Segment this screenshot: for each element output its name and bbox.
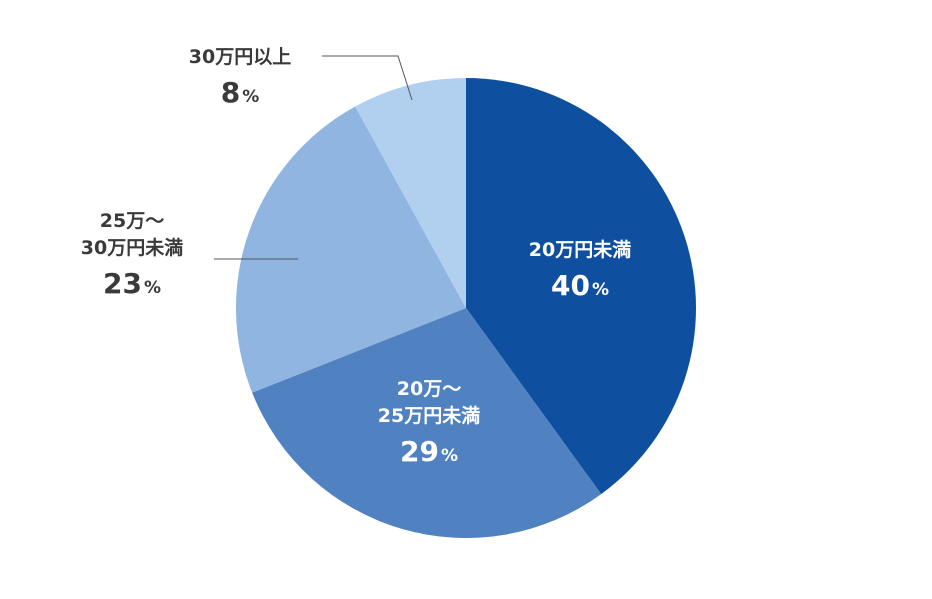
slice-label-3: 25万～ 30万円未満 23% xyxy=(81,210,183,300)
slice-value: 40% xyxy=(551,269,609,302)
slice-name-line: 30万円以上 xyxy=(189,46,291,68)
slice-value: 23% xyxy=(103,267,161,300)
slice-name-line: 30万円未満 xyxy=(81,236,183,259)
pie-slices xyxy=(236,78,696,538)
slice-value: 29% xyxy=(400,435,458,468)
pie-slice-1 xyxy=(466,78,696,495)
leader-lines xyxy=(214,55,413,260)
pie-slice-2 xyxy=(252,308,602,538)
slice-name-line: 20万～ xyxy=(397,378,461,400)
leader-line-4 xyxy=(322,55,413,101)
slice-value: 8% xyxy=(221,76,260,109)
slice-name-line: 25万円未満 xyxy=(378,404,480,427)
pie-slice-4 xyxy=(355,78,466,308)
slice-label-2: 20万～ 25万円未満 29% xyxy=(378,378,480,468)
slice-label-1: 20万円未満 40% xyxy=(529,238,631,302)
slice-labels: 20万円未満 40 % 20万～ 25万円未満 29 % 25万～ 30万円未満 23 % 30万円以… xyxy=(81,46,631,468)
slice-label-4: 30万円以上 8% xyxy=(189,46,291,109)
pie-slice-3 xyxy=(236,106,466,393)
slice-name-line: 25万～ xyxy=(100,210,164,232)
slice-name-line: 20万円未満 xyxy=(529,238,631,261)
